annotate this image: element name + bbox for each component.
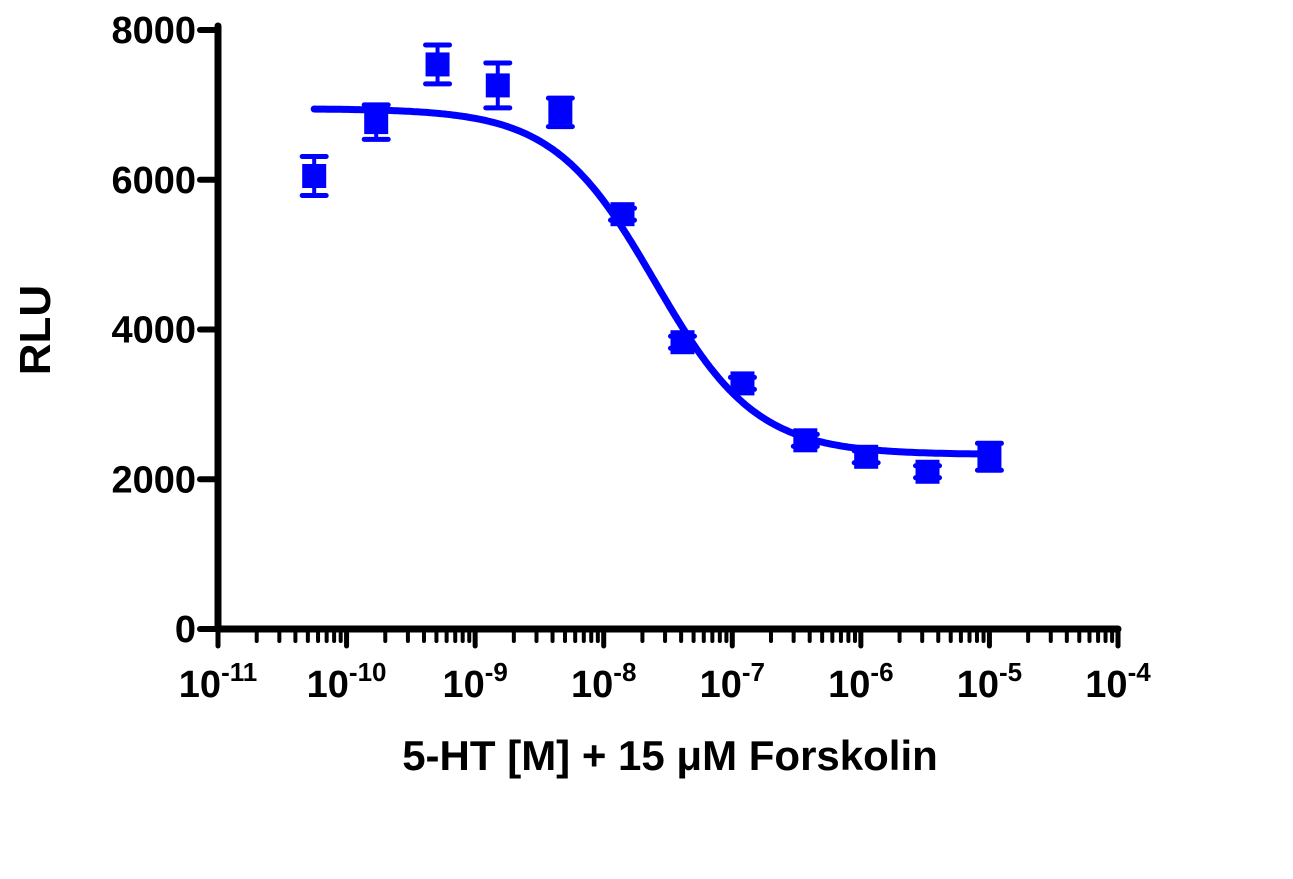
square-marker <box>977 444 1002 469</box>
data-point <box>974 440 1004 473</box>
data-point <box>727 371 757 396</box>
x-tick-label: 10-6 <box>828 657 893 706</box>
square-marker <box>425 52 450 77</box>
x-axis-label: 5-HT [M] + 15 μM Forskolin <box>402 732 938 779</box>
square-marker <box>730 371 755 396</box>
square-marker <box>364 110 389 135</box>
x-tick-label: 10-9 <box>442 657 507 706</box>
y-tick-label: 0 <box>175 609 196 651</box>
data-point <box>851 444 881 469</box>
square-marker <box>793 428 818 453</box>
square-marker <box>854 444 879 469</box>
data-point <box>608 202 638 227</box>
square-marker <box>670 330 695 355</box>
square-marker <box>610 202 635 227</box>
data-point <box>423 42 453 87</box>
square-marker <box>915 459 940 484</box>
fit-curve-group <box>310 105 993 458</box>
y-tick-label: 4000 <box>111 310 196 352</box>
data-point <box>790 428 820 453</box>
square-marker <box>485 73 510 98</box>
square-marker <box>302 164 327 189</box>
x-tick-label: 10-4 <box>1085 657 1151 706</box>
x-tick-label: 10-11 <box>179 657 257 706</box>
y-tick-label: 2000 <box>111 459 196 501</box>
data-point <box>483 60 513 111</box>
data-point <box>545 95 575 130</box>
x-tick-label: 10-5 <box>957 657 1022 706</box>
x-tick-label: 10-8 <box>571 657 636 706</box>
y-tick-label: 8000 <box>111 10 196 52</box>
y-tick-label: 6000 <box>111 160 196 202</box>
square-marker <box>548 100 573 125</box>
ticks: 0 2000 4000 6000 8000 10-11 10-10 10-9 10-8 10-7 1… <box>111 10 1151 706</box>
y-axis-label: RLU <box>11 285 60 375</box>
x-tick-label: 10-10 <box>307 657 387 706</box>
fit-curve <box>310 105 993 458</box>
axes <box>214 22 1122 633</box>
x-tick-label: 10-7 <box>700 657 765 706</box>
data-point <box>361 102 391 142</box>
data-point <box>299 154 329 198</box>
data-point <box>668 330 698 355</box>
data-points <box>299 42 1004 484</box>
data-point <box>913 459 943 484</box>
